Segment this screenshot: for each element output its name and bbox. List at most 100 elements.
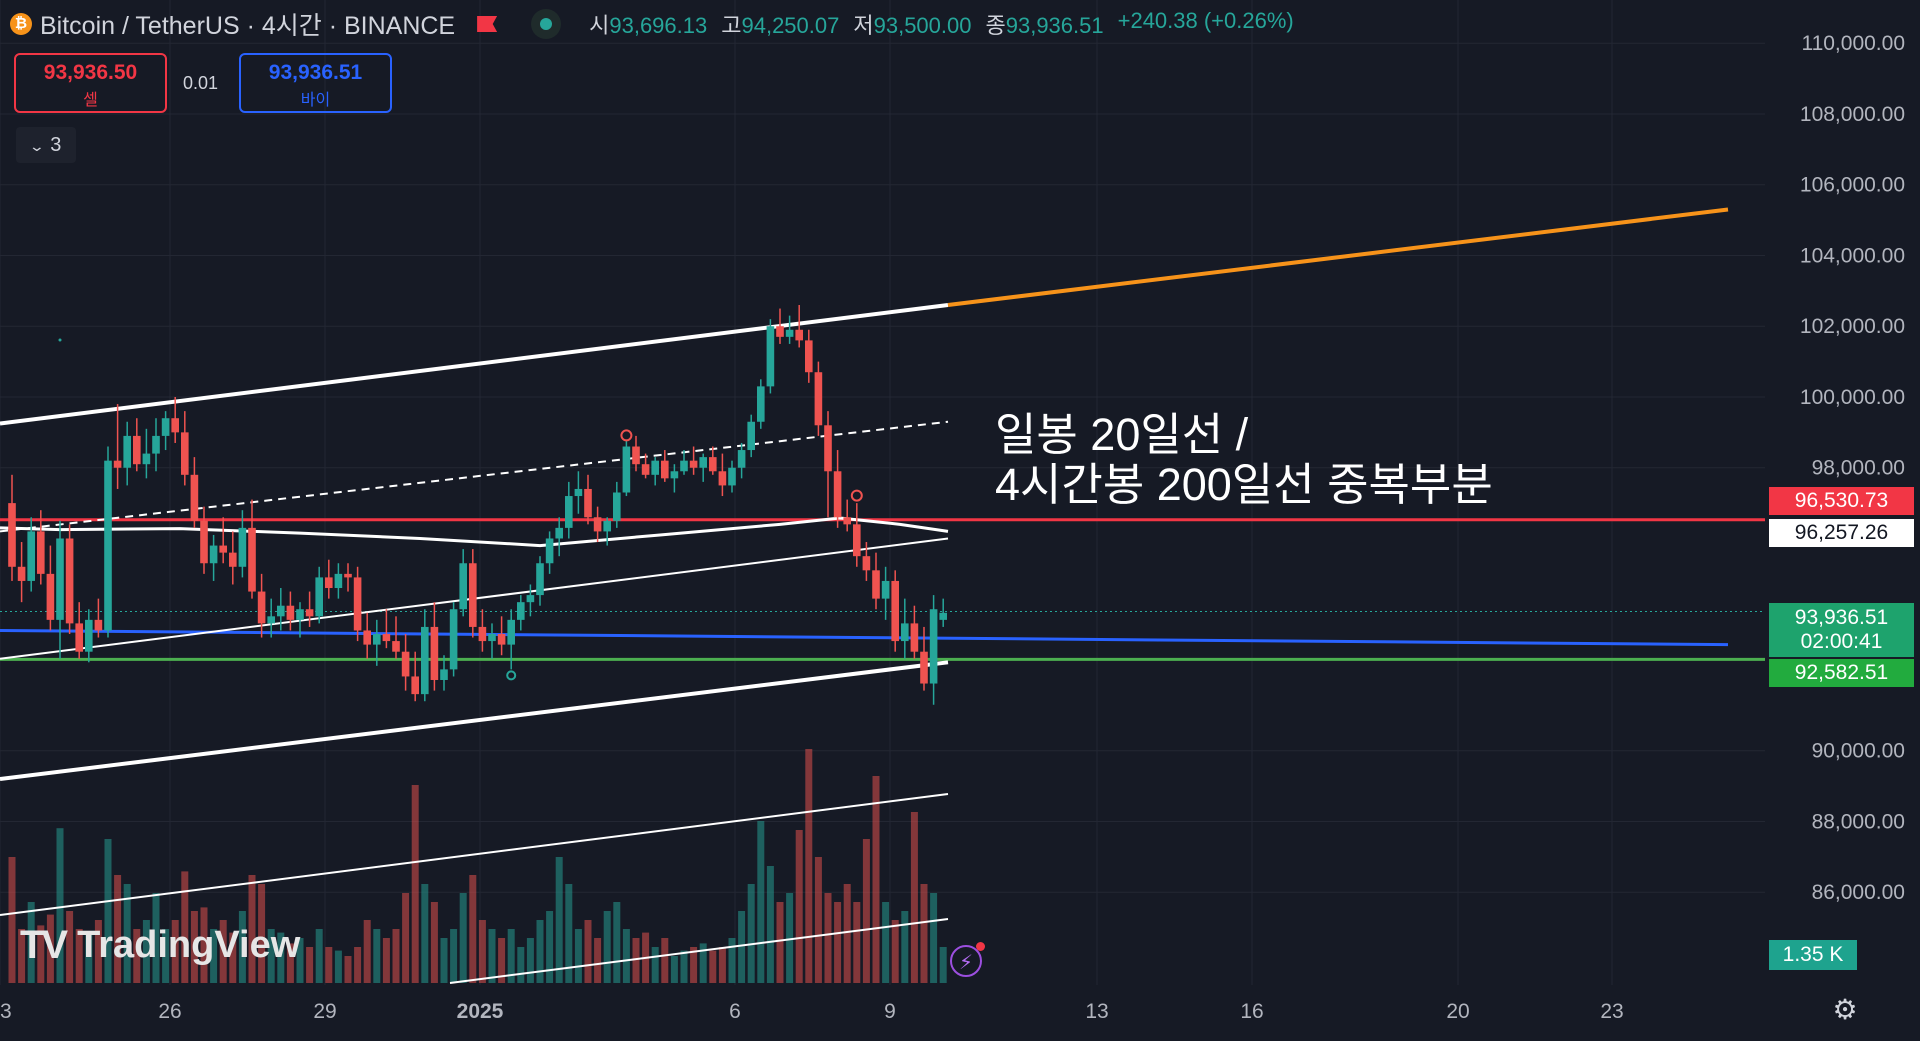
symbol-title[interactable]: Bitcoin / TetherUS · 4시간 · BINANCE (40, 12, 456, 40)
x-tick-label: 20 (1446, 1000, 1469, 1023)
ma-price-badge: 96,257.26 (1769, 519, 1914, 547)
volume-bar (248, 875, 256, 983)
volume-bar (718, 947, 726, 983)
x-tick-label: 9 (884, 1000, 896, 1023)
candle-body (622, 446, 631, 493)
y-tick-label: 86,000.00 (1812, 881, 1905, 904)
candle-body (401, 651, 410, 677)
volume-bar (46, 914, 54, 983)
channel-lower-line (0, 660, 949, 782)
tradingview-watermark: TV TradingView (20, 923, 301, 967)
candle-body (430, 626, 439, 680)
flash-icon[interactable]: ⚡ (950, 945, 982, 977)
flag-icon[interactable] (477, 16, 498, 32)
y-tick-label: 110,000.00 (1801, 32, 1905, 55)
volume-bar (709, 950, 717, 983)
volume-bar (85, 932, 93, 983)
volume-bar (56, 828, 64, 983)
candle-body (325, 577, 333, 589)
volume-bar (507, 929, 515, 983)
volume-bar (75, 929, 83, 983)
volume-bar (210, 929, 218, 983)
x-tick-label: 23 (1600, 1000, 1623, 1023)
volume-bar (786, 893, 794, 983)
candle-body (737, 450, 746, 468)
candle-body (411, 676, 419, 695)
candle-body (8, 503, 16, 567)
candle-body (574, 488, 583, 497)
candle-body (171, 418, 179, 433)
candle-body (392, 641, 400, 652)
candle-body (181, 432, 189, 475)
candle-body (37, 531, 45, 574)
candle-body (555, 527, 563, 539)
sell-button[interactable]: 93,936.50 셀 (14, 53, 167, 113)
candle-body (853, 524, 861, 557)
candle-body (776, 326, 784, 337)
volume-badge: 1.35 K (1769, 940, 1857, 970)
volume-bar (315, 929, 323, 983)
candle-body (209, 545, 218, 564)
volume-bar (296, 938, 304, 983)
market-status-icon[interactable] (531, 9, 562, 39)
volume-bar (354, 947, 362, 983)
y-tick-label: 104,000.00 (1800, 244, 1905, 267)
volume-bar (114, 875, 122, 983)
volume-bar (478, 920, 486, 983)
moving-average-line (0, 516, 949, 548)
candle-body (881, 580, 890, 599)
volume-bar (910, 812, 918, 983)
volume-bar (930, 893, 938, 983)
bitcoin-icon: ₿ (10, 13, 32, 35)
chart-annotation[interactable]: 일봉 20일선 / 4시간봉 200일선 중복부분 (995, 409, 1493, 510)
candle-body (315, 577, 323, 617)
x-tick-label: 13 (1085, 1000, 1108, 1023)
volume-bar (690, 947, 698, 983)
volume-bar (555, 857, 563, 983)
volume-bar (200, 907, 208, 983)
volume-bar (66, 911, 74, 983)
candle-body (286, 605, 295, 620)
volume-bar (738, 911, 746, 983)
volume-bar (670, 956, 678, 983)
candle-body (603, 520, 611, 532)
pivot-marker (620, 429, 633, 442)
volume-bar (171, 920, 179, 983)
volume-bar (565, 884, 573, 983)
volume-bar (776, 902, 784, 983)
ohlc-values: 시93,696.13 고94,250.07 저93,500.00 종93,936… (589, 8, 1294, 38)
candle-body (142, 453, 151, 465)
volume-bar (546, 911, 554, 983)
volume-bar (862, 839, 870, 983)
candle-body (94, 619, 103, 631)
candle-body (632, 446, 640, 465)
candle-body (785, 329, 794, 337)
buy-button[interactable]: 93,936.51 바이 (239, 53, 392, 113)
pivot-marker (850, 489, 863, 502)
candle-body (584, 488, 592, 518)
volume-bar (152, 893, 160, 983)
volume-bar (286, 943, 294, 983)
volume-bar (411, 785, 419, 983)
candle-body (152, 435, 160, 454)
y-tick-label: 88,000.00 (1812, 810, 1905, 833)
candle-body (161, 418, 170, 436)
volume-bar (498, 938, 506, 983)
volume-bar (661, 938, 669, 983)
volume-bar (133, 929, 141, 983)
indicators-toggle-button[interactable]: ⌄ 3 (16, 127, 76, 163)
volume-bar (94, 920, 102, 983)
candle-body (27, 531, 35, 581)
settings-icon[interactable]: ⚙ (1832, 994, 1858, 1025)
candle-body (910, 623, 919, 652)
candle-body (46, 573, 55, 620)
candle-body (939, 612, 947, 620)
candle-body (891, 580, 899, 642)
candle-body (334, 573, 343, 589)
volume-bar (229, 932, 237, 983)
candle-body (699, 457, 707, 468)
volume-bar (306, 947, 314, 983)
volume-channel-lower (449, 918, 949, 984)
candle-body (305, 609, 314, 617)
